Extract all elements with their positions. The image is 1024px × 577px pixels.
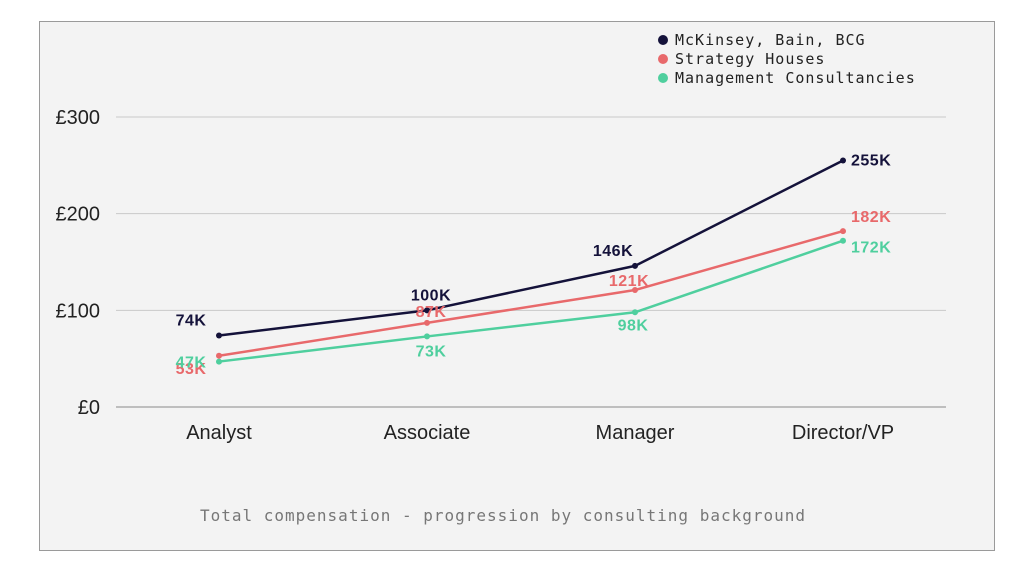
series-line: [218, 229, 844, 358]
data-point: [216, 358, 222, 365]
data-point: [216, 332, 222, 339]
data-point: [632, 309, 638, 316]
data-point: [632, 262, 638, 269]
data-label: 172K: [851, 240, 891, 257]
data-point: [840, 237, 846, 244]
x-tick-label: Director/VP: [792, 422, 894, 444]
x-tick-label: Associate: [384, 422, 471, 444]
data-point: [840, 228, 846, 235]
series-line: [218, 159, 844, 337]
data-label: 87K: [416, 304, 447, 321]
series-points: [216, 157, 846, 365]
data-label: 255K: [851, 153, 891, 170]
data-point: [424, 319, 430, 326]
x-tick-label: Manager: [596, 422, 675, 444]
legend-label: McKinsey, Bain, BCG: [675, 31, 866, 49]
y-tick-label: £300: [56, 107, 101, 129]
data-point: [840, 157, 846, 164]
legend-marker: [658, 73, 668, 83]
y-tick-label: £200: [56, 204, 101, 226]
data-point: [424, 307, 430, 314]
data-point: [632, 287, 638, 294]
data-label: 182K: [851, 209, 891, 226]
y-axis-ticks: £0 £100 £200 £300: [56, 107, 101, 419]
data-labels: 74K 100K 146K 255K 53K 87K 121K 182K 47K 73K 98K 17…: [176, 153, 891, 378]
data-label: 73K: [416, 343, 447, 360]
data-label: 121K: [609, 273, 649, 290]
x-axis-ticks: Analyst Associate Manager Director/VP: [186, 422, 894, 444]
legend-label: Management Consultancies: [675, 69, 916, 87]
chart-title: Total compensation - progression by cons…: [200, 506, 806, 525]
chart-frame: [39, 21, 995, 551]
grid-lines: [116, 116, 946, 408]
legend-label: Strategy Houses: [675, 50, 825, 68]
data-label: 98K: [618, 317, 649, 334]
data-label: 74K: [176, 312, 207, 329]
data-label: 146K: [593, 243, 633, 260]
legend-marker: [658, 54, 668, 64]
data-label: 100K: [411, 287, 451, 304]
data-point: [216, 352, 222, 359]
data-point: [424, 333, 430, 340]
series-line: [218, 239, 844, 363]
x-tick-label: Analyst: [186, 422, 252, 444]
series-lines: [218, 159, 844, 363]
data-label: 53K: [176, 361, 207, 378]
data-label: 47K: [176, 355, 207, 372]
y-tick-label: £0: [78, 397, 100, 419]
y-tick-label: £100: [56, 300, 101, 322]
legend-marker: [658, 35, 668, 45]
